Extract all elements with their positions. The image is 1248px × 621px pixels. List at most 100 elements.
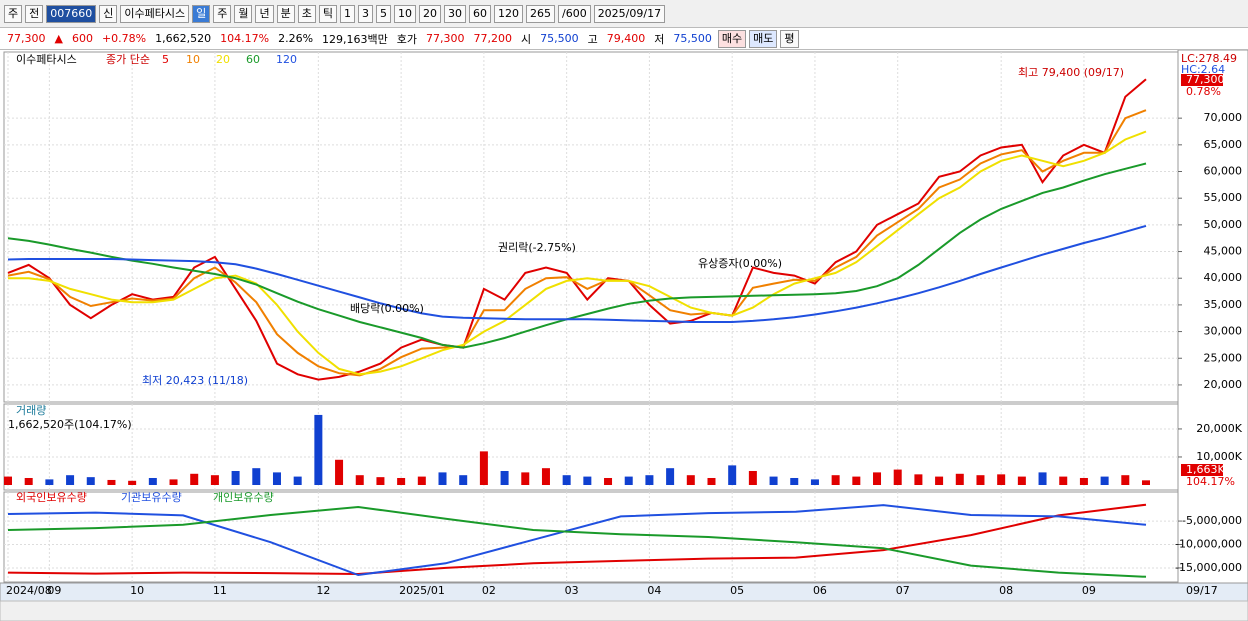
panel-frame — [3, 51, 1179, 403]
volume-bar — [707, 477, 716, 485]
toolbar-item[interactable]: 주 — [213, 4, 232, 23]
toolbar-item[interactable]: 월 — [234, 4, 253, 23]
legend-entry: 외국인보유수량 — [16, 491, 87, 504]
toolbar-item[interactable]: 2025/09/17 — [593, 4, 666, 23]
toolbar-item[interactable]: 이수페타시스 — [120, 4, 190, 23]
volume-bar — [852, 476, 861, 485]
toolbar-item[interactable]: 30 — [443, 4, 466, 23]
quote-field: 호가 — [396, 32, 418, 46]
volume-bar — [583, 476, 592, 485]
x-tick-label: 03 — [565, 584, 579, 597]
volume-bar — [24, 477, 33, 485]
volume-bar — [1017, 476, 1026, 485]
last-price: 77,300 — [1186, 73, 1225, 86]
y-tick-label: 40,000 — [1204, 271, 1243, 284]
volume-bar — [314, 414, 323, 485]
volume-bar — [562, 475, 571, 485]
quote-field: 104.17% — [220, 32, 270, 45]
volume-bar — [521, 472, 530, 485]
volume-bar — [935, 476, 944, 485]
volume-bar — [955, 473, 964, 485]
volume-bar — [169, 479, 178, 485]
panel-frame — [3, 403, 1179, 491]
quote-field: ▲ — [54, 32, 63, 45]
annotation: 최고 79,400 (09/17) — [1018, 66, 1124, 79]
lc-label: LC:278.49 — [1181, 52, 1237, 65]
quote-field: 2.26% — [278, 32, 314, 45]
panel-frame — [3, 491, 1179, 583]
volume-bar — [459, 475, 468, 485]
volume-bar — [748, 470, 757, 485]
toolbar-item[interactable]: 265 — [525, 4, 555, 23]
toolbar-item[interactable]: 전 — [25, 4, 44, 23]
quote-field: 77,300 — [426, 32, 465, 45]
quote-field: 79,400 — [606, 32, 646, 45]
toolbar-item[interactable]: 틱 — [318, 4, 337, 23]
volume-bar — [997, 474, 1006, 485]
x-tick-label: 07 — [896, 584, 910, 597]
y-tick-label: 30,000 — [1204, 325, 1243, 338]
x-axis-bar — [0, 582, 1248, 602]
quote-bar: 77,300 ▲ 600 +0.78% 1,662,520 104.17% 2.26% 129… — [0, 28, 1248, 50]
series-line — [7, 109, 1147, 377]
hc-label: HC:2.64 — [1181, 63, 1225, 76]
volume-bar — [86, 477, 95, 485]
toolbar-item[interactable]: 1 — [339, 4, 355, 23]
volume-bar — [128, 480, 137, 485]
volume-bar — [190, 473, 199, 485]
chart-title: 이수페타시스 — [16, 53, 77, 66]
y-tick-label: 60,000 — [1204, 165, 1243, 178]
toolbar-item[interactable]: 60 — [468, 4, 491, 23]
order-button[interactable]: 평 — [780, 29, 799, 48]
price-legend: 종가 단순 — [106, 53, 150, 66]
toolbar-item[interactable]: 5 — [375, 4, 391, 23]
volume-bar — [645, 475, 654, 485]
toolbar-item[interactable]: 3 — [357, 4, 373, 23]
toolbar-item[interactable]: 일 — [192, 4, 211, 23]
toolbar-item[interactable]: 초 — [297, 4, 316, 23]
annotation: 최저 20,423 (11/18) — [142, 374, 248, 387]
quote-field: 저 — [654, 32, 665, 46]
volume-bar — [893, 469, 902, 485]
x-tick-label: 05 — [730, 584, 744, 597]
annotation: 배당락(0.00%) — [350, 302, 424, 315]
x-tick-label: 09 — [47, 584, 61, 597]
x-tick-label: 02 — [482, 584, 496, 597]
toolbar-item[interactable]: 10 — [393, 4, 416, 23]
order-button[interactable]: 매수 — [717, 29, 747, 48]
y-tick-label: 70,000 — [1204, 111, 1243, 124]
x-end-label: 09/17 — [1186, 584, 1218, 597]
volume-bar — [810, 479, 819, 485]
legend-entry: 120 — [276, 53, 297, 66]
volume-bar — [231, 470, 240, 485]
volume-bar — [976, 475, 985, 485]
quote-field: 129,163백만 — [322, 32, 388, 46]
annotation: 유상증자(0.00%) — [698, 257, 782, 270]
volume-bar — [210, 475, 219, 485]
toolbar-item[interactable]: 20 — [418, 4, 441, 23]
legend-entry: 5 — [162, 53, 169, 66]
toolbar-item[interactable]: /600 — [557, 4, 591, 23]
x-tick-label: 09 — [1082, 584, 1096, 597]
toolbar-item[interactable]: 주 — [4, 4, 23, 23]
volume-bar — [1079, 477, 1088, 485]
volume-bar — [500, 470, 509, 485]
toolbar-item[interactable]: 년 — [255, 4, 274, 23]
axis-area — [1177, 49, 1248, 584]
x-tick-label: 2024/08 — [6, 584, 52, 597]
toolbar-item[interactable]: 분 — [276, 4, 295, 23]
series-line — [7, 224, 1147, 323]
order-button[interactable]: 매도 — [749, 29, 778, 48]
volume-bar — [335, 459, 344, 485]
volume-bar — [397, 477, 406, 485]
annotation: 권리락(-2.75%) — [498, 241, 576, 254]
toolbar-item[interactable]: 007660 — [46, 4, 97, 23]
toolbar-item[interactable]: 120 — [493, 4, 523, 23]
volume-bar — [66, 475, 75, 485]
quote-field: 77,200 — [473, 32, 513, 45]
y-tick-label: 35,000 — [1204, 298, 1243, 311]
volume-bar — [376, 477, 385, 485]
volume-bar — [624, 476, 633, 485]
toolbar-item[interactable]: 신 — [99, 4, 118, 23]
